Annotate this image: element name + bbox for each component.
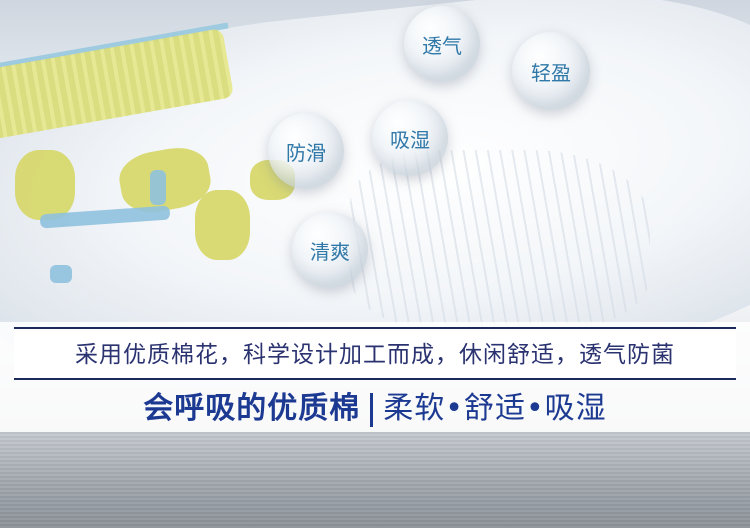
feature-bubble-light: 轻盈 xyxy=(512,32,590,110)
product-caption: 采用优质棉花，科学设计加工而成，休闲舒适，透气防菌 xyxy=(75,342,675,368)
sock-pattern-yellow xyxy=(195,190,250,260)
slogan: 会呼吸的优质棉 柔软•舒适•吸湿 xyxy=(0,383,750,427)
bubble-label: 防滑 xyxy=(286,140,326,165)
caption-top-rule xyxy=(14,327,736,329)
feature-bubble-fresh: 清爽 xyxy=(292,212,368,288)
sock-pattern-blue xyxy=(150,170,166,205)
feature-bubble-anti-slip: 防滑 xyxy=(268,113,344,189)
bubble-label: 吸湿 xyxy=(390,127,430,152)
sock-ribbing xyxy=(350,150,650,330)
bubble-label: 轻盈 xyxy=(531,60,571,85)
slogan-features: 柔软•舒适•吸湿 xyxy=(383,391,607,426)
slogan-divider xyxy=(370,392,374,427)
slogan-main: 会呼吸的优质棉 xyxy=(143,391,361,426)
sock-pattern-blue xyxy=(50,265,72,283)
sock-pattern-yellow xyxy=(15,150,75,220)
caption-box xyxy=(14,329,736,379)
caption-bottom-rule xyxy=(14,378,736,380)
feature-bubble-breathable: 透气 xyxy=(404,6,480,82)
background-floor xyxy=(0,430,750,528)
feature-bubble-absorbent: 吸湿 xyxy=(372,100,448,176)
bubble-label: 清爽 xyxy=(310,239,350,264)
bubble-label: 透气 xyxy=(422,33,462,58)
